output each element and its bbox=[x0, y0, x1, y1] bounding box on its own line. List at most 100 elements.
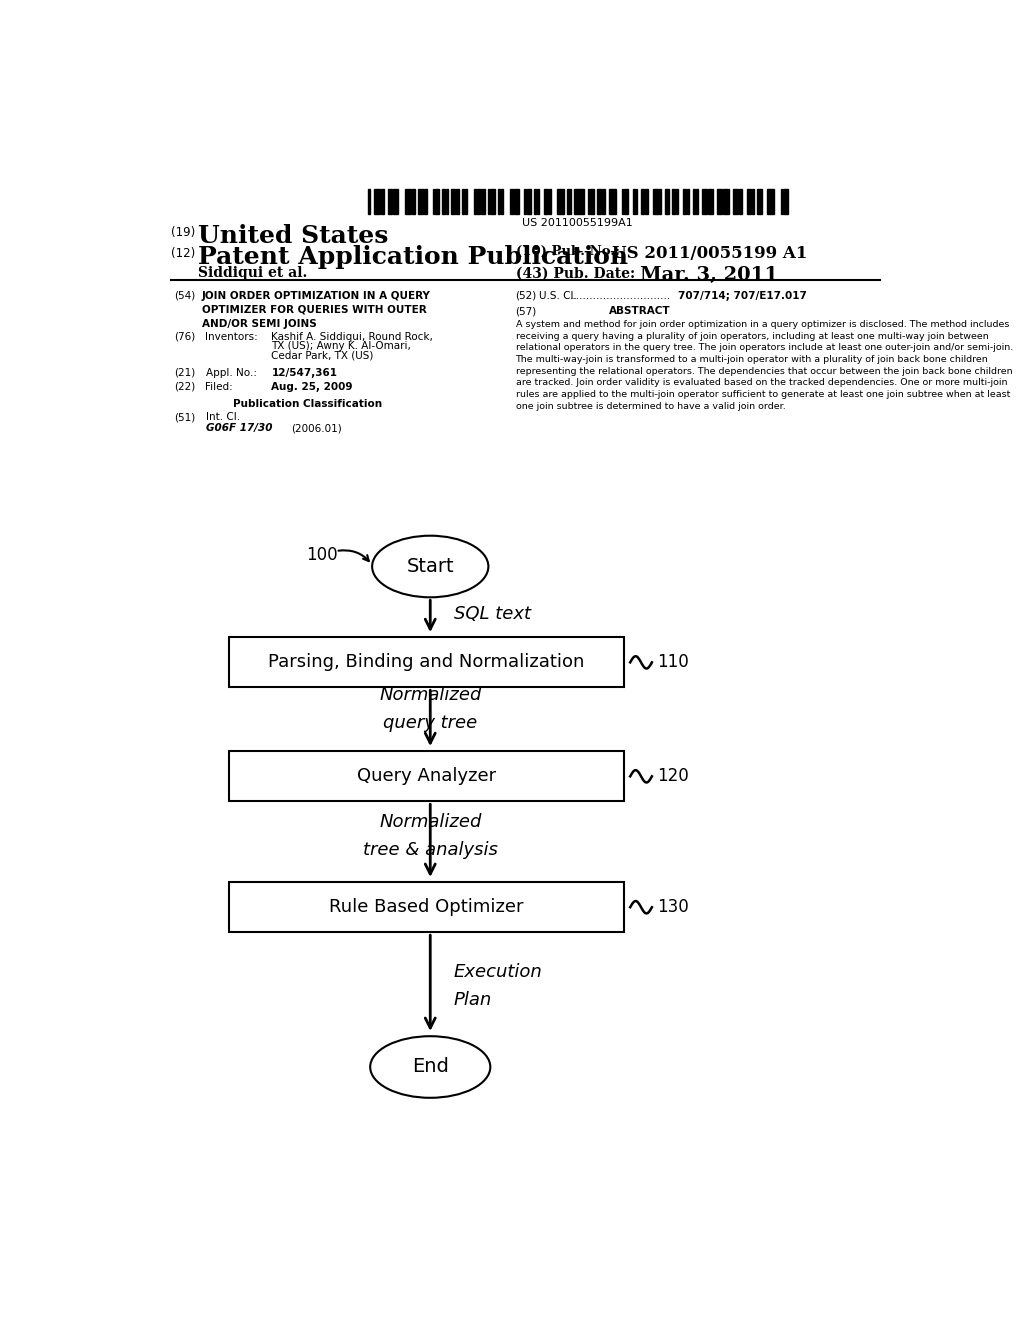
Bar bbox=[393, 189, 398, 214]
Bar bbox=[228, 751, 624, 801]
Bar bbox=[767, 189, 770, 214]
Text: (54): (54) bbox=[174, 290, 196, 301]
Text: (19): (19) bbox=[171, 226, 195, 239]
Bar bbox=[633, 189, 635, 214]
Bar bbox=[676, 189, 678, 214]
Bar bbox=[696, 189, 698, 214]
Bar bbox=[432, 189, 434, 214]
Bar bbox=[780, 189, 782, 214]
Bar bbox=[567, 189, 569, 214]
Text: United States: United States bbox=[198, 224, 388, 248]
Text: End: End bbox=[412, 1057, 449, 1077]
Text: (12): (12) bbox=[171, 247, 195, 260]
Text: U.S. Cl.: U.S. Cl. bbox=[539, 290, 577, 301]
Bar bbox=[672, 189, 675, 214]
Bar bbox=[535, 189, 537, 214]
Bar bbox=[445, 189, 449, 214]
Bar bbox=[474, 189, 480, 214]
Bar bbox=[435, 189, 438, 214]
Text: 100: 100 bbox=[306, 546, 338, 564]
Text: JOIN ORDER OPTIMIZATION IN A QUERY
OPTIMIZER FOR QUERIES WITH OUTER
AND/OR SEMI : JOIN ORDER OPTIMIZATION IN A QUERY OPTIM… bbox=[202, 290, 430, 329]
Bar bbox=[381, 189, 384, 214]
Bar bbox=[723, 189, 729, 214]
Text: ..............................: .............................. bbox=[569, 290, 671, 301]
Text: Siddiqui et al.: Siddiqui et al. bbox=[198, 267, 307, 280]
Bar bbox=[738, 189, 741, 214]
Text: Int. Cl.: Int. Cl. bbox=[206, 412, 240, 422]
Bar bbox=[560, 189, 564, 214]
Bar bbox=[538, 189, 539, 214]
Bar bbox=[636, 189, 637, 214]
Bar bbox=[683, 189, 686, 214]
Bar bbox=[369, 189, 370, 214]
Bar bbox=[748, 189, 751, 214]
Bar bbox=[412, 189, 415, 214]
Bar bbox=[601, 189, 605, 214]
Text: Kashif A. Siddiqui, Round Rock,: Kashif A. Siddiqui, Round Rock, bbox=[271, 331, 433, 342]
Bar bbox=[608, 189, 611, 214]
Bar bbox=[783, 189, 788, 214]
Text: 12/547,361: 12/547,361 bbox=[271, 368, 337, 378]
Bar bbox=[574, 189, 578, 214]
Text: (2006.01): (2006.01) bbox=[291, 424, 341, 433]
Bar bbox=[693, 189, 695, 214]
Text: (57): (57) bbox=[515, 306, 537, 317]
Text: Parsing, Binding and Normalization: Parsing, Binding and Normalization bbox=[268, 653, 585, 672]
Bar bbox=[770, 189, 773, 214]
Bar bbox=[442, 189, 445, 214]
Text: Cedar Park, TX (US): Cedar Park, TX (US) bbox=[271, 350, 374, 360]
Bar bbox=[590, 189, 594, 214]
Bar bbox=[524, 189, 526, 214]
Bar bbox=[514, 189, 519, 214]
Text: Normalized
query tree: Normalized query tree bbox=[379, 686, 481, 731]
Text: (52): (52) bbox=[515, 290, 537, 301]
Text: TX (US); Awny K. Al-Omari,: TX (US); Awny K. Al-Omari, bbox=[271, 341, 412, 351]
Text: Appl. No.:: Appl. No.: bbox=[206, 368, 256, 378]
Text: 110: 110 bbox=[657, 653, 689, 672]
Bar bbox=[612, 189, 616, 214]
Text: (21): (21) bbox=[174, 368, 196, 378]
Bar bbox=[668, 189, 669, 214]
Text: US 2011/0055199 A1: US 2011/0055199 A1 bbox=[612, 246, 808, 263]
Text: Mar. 3, 2011: Mar. 3, 2011 bbox=[640, 267, 777, 284]
Bar bbox=[717, 189, 722, 214]
Text: Patent Application Publication: Patent Application Publication bbox=[198, 246, 628, 269]
Bar bbox=[456, 189, 459, 214]
Bar bbox=[708, 189, 713, 214]
Text: 120: 120 bbox=[657, 767, 689, 785]
Text: Start: Start bbox=[407, 557, 454, 576]
Bar bbox=[228, 882, 624, 932]
Text: Publication Classification: Publication Classification bbox=[232, 399, 382, 409]
Text: Filed:: Filed: bbox=[206, 381, 233, 392]
Bar bbox=[462, 189, 464, 214]
Bar bbox=[418, 189, 423, 214]
Text: US 20110055199A1: US 20110055199A1 bbox=[522, 218, 633, 228]
Text: A system and method for join order optimization in a query optimizer is disclose: A system and method for join order optim… bbox=[515, 321, 1013, 411]
Bar bbox=[597, 189, 601, 214]
Bar bbox=[452, 189, 455, 214]
Bar bbox=[758, 189, 760, 214]
Bar bbox=[480, 189, 484, 214]
Text: (76): (76) bbox=[174, 331, 196, 342]
Text: Normalized
tree & analysis: Normalized tree & analysis bbox=[362, 813, 498, 859]
Text: (43) Pub. Date:: (43) Pub. Date: bbox=[515, 267, 635, 280]
Bar bbox=[228, 638, 624, 688]
Text: Execution
Plan: Execution Plan bbox=[454, 964, 543, 1008]
Bar bbox=[701, 189, 707, 214]
Bar bbox=[665, 189, 667, 214]
Bar bbox=[487, 189, 489, 214]
Bar bbox=[489, 189, 496, 214]
Bar bbox=[406, 189, 411, 214]
Bar bbox=[588, 189, 589, 214]
Bar bbox=[527, 189, 531, 214]
Bar bbox=[544, 189, 548, 214]
Text: ABSTRACT: ABSTRACT bbox=[608, 306, 671, 317]
Bar bbox=[622, 189, 624, 214]
Text: Query Analyzer: Query Analyzer bbox=[356, 767, 496, 785]
Bar bbox=[375, 189, 380, 214]
Text: Rule Based Optimizer: Rule Based Optimizer bbox=[329, 898, 523, 916]
Bar bbox=[557, 189, 560, 214]
Bar bbox=[499, 189, 500, 214]
Bar bbox=[549, 189, 551, 214]
Text: 130: 130 bbox=[657, 898, 689, 916]
